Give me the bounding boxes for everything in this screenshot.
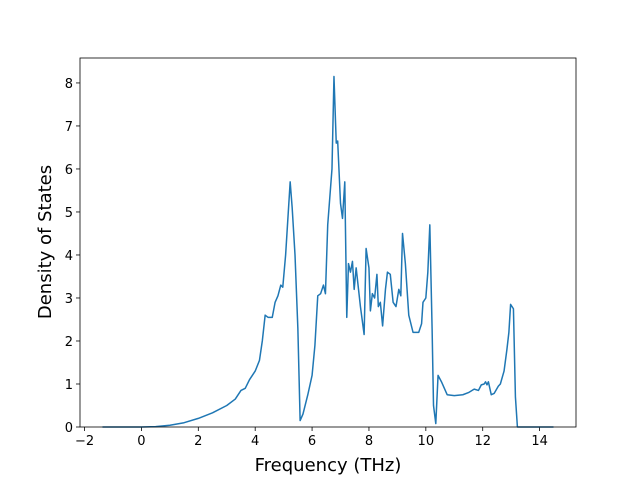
y-tick-label: 8 xyxy=(65,77,73,92)
plot-frame xyxy=(79,57,577,428)
x-tick-label: 12 xyxy=(474,434,491,449)
x-tick-label: 10 xyxy=(418,434,435,449)
line-series xyxy=(102,75,554,428)
x-tick-label: 2 xyxy=(194,434,202,449)
y-tick-label: 1 xyxy=(65,378,73,393)
x-axis-label: Frequency (THz) xyxy=(255,455,402,476)
y-tick-label: 3 xyxy=(65,292,73,307)
x-tick-label: 14 xyxy=(531,434,548,449)
x-tick-label: 6 xyxy=(308,434,316,449)
y-tick-label: 5 xyxy=(65,206,73,221)
x-tick-label: −2 xyxy=(75,434,94,449)
x-tick-label: 4 xyxy=(251,434,259,449)
y-tick-label: 0 xyxy=(65,421,73,436)
y-tick-label: 7 xyxy=(65,120,73,135)
y-tick-label: 2 xyxy=(65,335,73,350)
x-tick-label: 8 xyxy=(365,434,373,449)
y-tick-label: 6 xyxy=(65,163,73,178)
x-tick-label: 0 xyxy=(137,434,145,449)
y-axis-label: Density of States xyxy=(35,165,56,319)
y-tick-label: 4 xyxy=(65,249,73,264)
